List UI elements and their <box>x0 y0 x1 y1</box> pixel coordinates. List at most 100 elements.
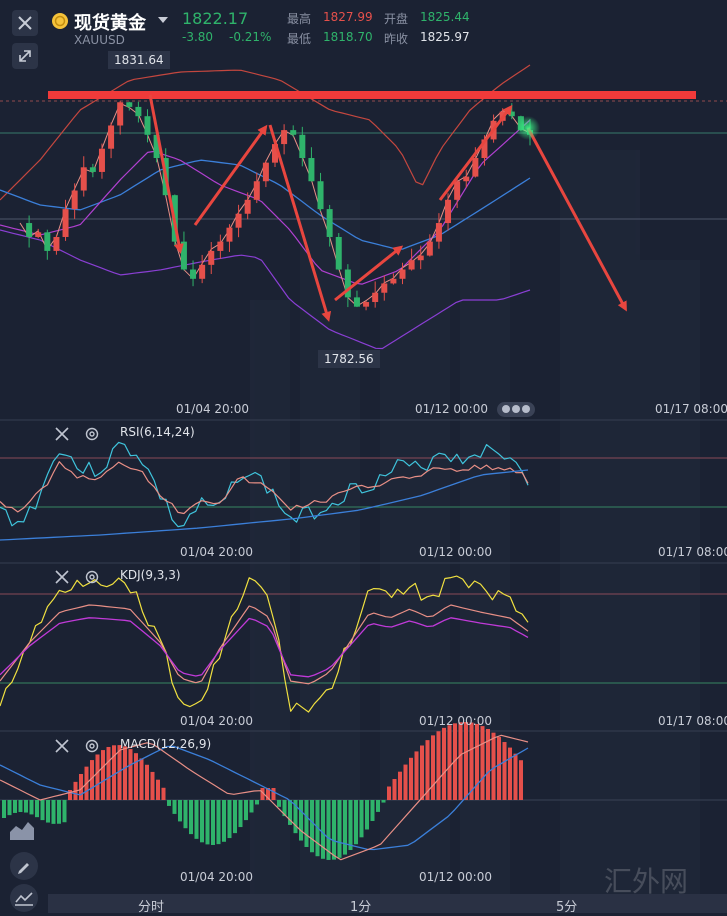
macd-bar <box>381 800 386 803</box>
macd-bar <box>13 800 17 813</box>
bollinger-lower-line <box>0 229 531 350</box>
macd-bar <box>7 800 12 816</box>
prev-close-value: 1825.97 <box>420 30 470 44</box>
macd-bar <box>310 800 314 853</box>
draw-button[interactable] <box>10 852 38 880</box>
candle <box>272 144 278 163</box>
timeframe-tabs: 分时 1分 5分 <box>48 894 727 915</box>
candle <box>344 269 351 298</box>
macd-bar <box>18 800 23 813</box>
max-price-label: 1831.64 <box>108 51 170 69</box>
rsi-x-label: 01/04 20:00 <box>180 545 253 559</box>
close-indicator-icon[interactable] <box>54 569 70 585</box>
close-button[interactable] <box>12 10 38 36</box>
price-change-pct: -0.21% <box>229 30 272 44</box>
candle <box>117 102 124 126</box>
candle <box>317 181 324 210</box>
candle <box>281 130 288 145</box>
macd-bar <box>326 800 331 860</box>
candle <box>408 260 415 270</box>
candle <box>180 241 187 270</box>
macd-bar <box>260 788 265 800</box>
macd-bar <box>469 722 474 800</box>
candle <box>445 199 452 224</box>
candle <box>463 176 470 182</box>
open-value: 1825.44 <box>420 10 470 24</box>
resistance-line <box>48 91 696 99</box>
candle <box>80 167 87 191</box>
macd-bar <box>183 800 188 829</box>
high-label: 最高 <box>287 12 312 26</box>
tab-5min[interactable]: 5分 <box>556 900 578 915</box>
rsi-24-line <box>0 469 529 541</box>
prev-close-label: 昨收 <box>384 32 409 46</box>
macd-bar <box>304 800 309 847</box>
macd-bar <box>227 800 232 839</box>
trend-arrow <box>268 124 332 322</box>
tab-1min[interactable]: 1分 <box>350 900 372 915</box>
chart-type-button[interactable] <box>8 818 40 848</box>
gear-icon[interactable] <box>84 569 100 585</box>
trend-arrow <box>526 127 627 312</box>
low-label: 最低 <box>287 32 312 46</box>
macd-bar <box>299 800 303 841</box>
candle <box>217 241 224 251</box>
macd-bar <box>277 800 281 807</box>
macd-bar <box>453 723 457 800</box>
macd-bar <box>90 760 94 800</box>
candle <box>435 223 442 242</box>
candle <box>335 236 342 270</box>
kdj-x-label: 01/17 08:00 <box>658 714 727 728</box>
candle <box>290 130 297 135</box>
instrument-symbol: XAUUSD <box>74 33 125 47</box>
macd-bar <box>376 800 380 812</box>
candle <box>353 297 360 307</box>
macd-bar <box>95 754 100 800</box>
macd-bar <box>365 800 369 830</box>
chevron-down-icon[interactable] <box>158 17 168 25</box>
candle <box>126 102 133 107</box>
rsi-14-line <box>0 461 529 515</box>
macd-bar <box>40 800 45 821</box>
macd-bar <box>101 750 105 800</box>
macd-bar <box>189 800 193 835</box>
background-building <box>560 150 640 900</box>
macd-bar <box>519 760 523 800</box>
close-indicator-icon[interactable] <box>54 738 70 754</box>
macd-bar <box>348 800 353 851</box>
main-x-label: 01/04 20:00 <box>176 402 249 416</box>
candle <box>44 232 51 251</box>
instrument-title[interactable]: 现货黄金 <box>74 13 146 34</box>
macd-bar <box>343 800 347 855</box>
collapse-button[interactable] <box>12 43 38 69</box>
close-indicator-icon[interactable] <box>54 426 70 442</box>
candle <box>481 139 488 159</box>
bollinger-upper-line <box>0 64 531 201</box>
macd-bar <box>29 800 34 815</box>
price-change: -3.80 <box>182 30 214 44</box>
macd-bar <box>420 745 424 800</box>
candle <box>253 181 260 200</box>
kdj-panel-bg <box>0 563 727 731</box>
candle <box>208 250 215 265</box>
gear-icon[interactable] <box>84 738 100 754</box>
macd-bar <box>216 800 221 845</box>
min-price-label: 1782.56 <box>318 350 380 368</box>
gear-icon[interactable] <box>84 426 100 442</box>
macd-bar <box>398 771 402 800</box>
candle <box>35 232 42 237</box>
header: 现货黄金 XAUUSD 1822.17 -3.80 -0.21% 最高 1827… <box>0 0 727 69</box>
macd-bar <box>359 800 364 838</box>
candle <box>326 209 333 237</box>
macd-bar <box>156 779 160 800</box>
candle <box>390 278 397 284</box>
pencil-icon <box>18 863 29 874</box>
rsi-x-label: 01/17 08:00 <box>658 545 727 559</box>
macd-bar <box>79 773 83 800</box>
indicator-button[interactable] <box>10 884 38 912</box>
tab-timeshare[interactable]: 分时 <box>138 900 165 915</box>
macd-dea-line <box>0 745 529 851</box>
macd-bar <box>513 753 518 800</box>
macd-bar <box>200 800 204 843</box>
